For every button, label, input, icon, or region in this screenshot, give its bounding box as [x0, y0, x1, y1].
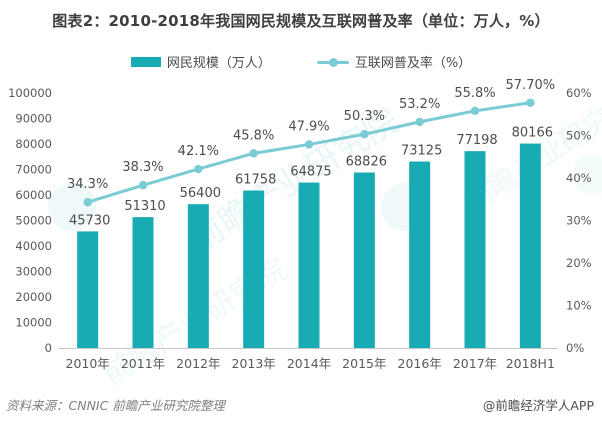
- left-axis-tick: 90000: [15, 112, 52, 126]
- line-value-label: 55.8%: [454, 86, 495, 101]
- line-value-label: 57.70%: [506, 78, 556, 93]
- left-axis-tick: 50000: [15, 214, 52, 228]
- bar-value-label: 51310: [124, 199, 165, 214]
- x-axis-label: 2015年: [342, 356, 386, 371]
- source-note: 资料来源：CNNIC 前瞻产业研究院整理: [6, 398, 225, 413]
- left-axis-tick: 30000: [15, 265, 52, 279]
- line-point: [194, 164, 203, 174]
- x-axis-label: 2017年: [453, 356, 497, 371]
- left-axis-tick: 70000: [15, 163, 52, 177]
- legend-item-penetration-rate: 互联网普及率（%）: [316, 52, 472, 71]
- right-axis-tick: 10%: [566, 299, 592, 313]
- bar-value-label: 56400: [180, 186, 221, 201]
- legend-item-netizen-scale: 网民规模（万人）: [130, 52, 271, 71]
- x-axis-label: 2018H1: [506, 356, 555, 371]
- line-point: [470, 106, 480, 116]
- right-axis-tick: 0%: [566, 341, 584, 355]
- watermark-logo: [572, 155, 602, 195]
- bar-value-label: 80166: [512, 126, 553, 141]
- line-point: [83, 198, 92, 207]
- line-series-swatch-icon: [316, 57, 349, 67]
- bar-value-label: 73125: [401, 144, 442, 159]
- right-axis-tick: 40%: [566, 171, 592, 185]
- bar: [409, 161, 431, 348]
- app-credit: @前瞻经济学人APP: [482, 398, 594, 413]
- line-value-label: 53.2%: [399, 97, 440, 112]
- bar: [187, 204, 209, 348]
- line-value-label: 42.1%: [178, 144, 219, 159]
- line-point: [138, 181, 148, 190]
- left-axis-tick: 40000: [15, 239, 52, 253]
- bar: [464, 151, 486, 348]
- line-point: [249, 149, 258, 158]
- legend-label-penetration-rate: 互联网普及率（%）: [354, 56, 472, 71]
- right-axis-tick: 60%: [566, 86, 592, 100]
- bar-value-label: 68826: [346, 154, 387, 169]
- line-value-label: 47.9%: [288, 119, 329, 134]
- line-point: [304, 140, 314, 149]
- x-axis-label: 2011年: [121, 356, 165, 371]
- x-axis-label: 2013年: [232, 356, 276, 371]
- left-axis-tick: 20000: [15, 290, 52, 304]
- left-axis-tick: 10000: [15, 316, 52, 330]
- chart-title: 图表2：2010-2018年我国网民规模及互联网普及率（单位：万人，%）: [52, 12, 550, 30]
- legend: 网民规模（万人） 互联网普及率（%）: [0, 52, 602, 71]
- line-value-label: 38.3%: [122, 160, 163, 175]
- line-point: [360, 130, 369, 139]
- left-axis-tick: 60000: [15, 188, 52, 202]
- left-axis-tick: 100000: [8, 86, 52, 100]
- right-axis-tick: 50%: [566, 129, 592, 143]
- bar: [353, 172, 375, 348]
- bar-value-label: 77198: [456, 133, 497, 148]
- x-axis-label: 2014年: [287, 356, 331, 371]
- watermark-logo: [48, 183, 96, 231]
- bar: [243, 190, 265, 348]
- line-value-label: 34.3%: [67, 177, 108, 192]
- bar-value-label: 64875: [290, 165, 331, 180]
- x-axis-label: 2016年: [398, 356, 442, 371]
- x-axis-label: 2010年: [66, 356, 110, 371]
- left-axis-tick: 80000: [15, 137, 52, 151]
- bar: [132, 217, 154, 348]
- line-value-label: 50.3%: [344, 109, 385, 124]
- left-axis-tick: 0: [45, 341, 52, 355]
- bar: [519, 143, 541, 348]
- x-axis-label: 2012年: [176, 356, 220, 371]
- chart-footer: 资料来源：CNNIC 前瞻产业研究院整理 @前瞻经济学人APP: [0, 395, 602, 414]
- bar: [77, 231, 99, 348]
- line-value-label: 45.8%: [233, 128, 274, 143]
- line-point: [526, 98, 535, 107]
- bar-series-swatch-icon: [130, 56, 161, 67]
- bar-value-label: 61758: [235, 173, 276, 188]
- right-axis-tick: 30%: [566, 214, 592, 228]
- bar-value-label: 45730: [69, 213, 110, 228]
- line-point: [415, 117, 424, 127]
- bar: [298, 182, 320, 348]
- legend-label-netizen-scale: 网民规模（万人）: [166, 56, 271, 71]
- right-axis-tick: 20%: [566, 256, 592, 270]
